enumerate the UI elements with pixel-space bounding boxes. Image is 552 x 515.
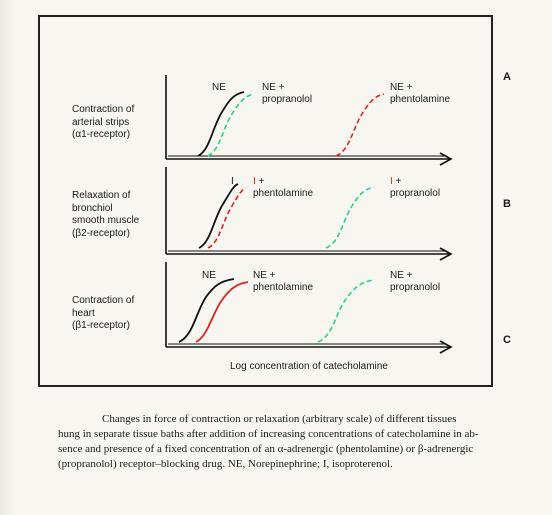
panel-b-label-i-propranolol: I + propranolol [390,176,441,199]
panel-b-label-i: I [231,176,234,187]
panel-c-label-ne-propranolol: NE + propranolol [390,270,441,293]
figure-caption: Changes in force of contraction or relax… [58,413,479,470]
panel-c-curve-ne-propranolol [317,279,375,343]
panel-c-curve-ne-phentolamine [195,281,249,343]
panel-b-label-i-phentolamine: I + phentolamine [253,176,314,199]
panel-letter-a: A [503,71,511,83]
panel-b-curve-i-propranolol [325,186,375,249]
panel-letter-c: C [503,334,511,346]
panel-a-label-ne-phentolamine: NE + phentolamine [390,82,451,105]
panel-c-curve-ne [178,278,235,343]
panel-letter-b: B [503,198,511,210]
panel-c-label-ne-phentolamine: NE + phentolamine [253,270,314,293]
panel-a-axes [165,75,453,166]
panel-a-label-ne-propranolol: NE + propranolol [262,82,313,105]
x-axis-label: Log concentration of catecholamine [230,361,388,372]
panel-b-axes [165,167,453,261]
panel-c-tissue-label: Contraction of heart (β1-receptor) [72,295,135,331]
panel-c-label-ne: NE [202,270,216,281]
panel-a-curve-ne-phentolamine [335,93,385,157]
figure-frame [38,15,493,387]
panel-b-tissue-label: Relaxation of bronchiol smooth muscle (β… [72,190,140,239]
panel-a-tissue-label: Contraction of arterial strips (α1-recep… [72,104,135,140]
panel-c-axes [165,262,453,354]
panel-a-label-ne: NE [212,82,226,93]
panel-a-curve-ne-propranolol [207,93,255,157]
panel-b-curve-i-phentolamine [207,187,247,249]
panel-b-curve-i [198,183,239,249]
panel-a-curve-ne [197,91,245,157]
